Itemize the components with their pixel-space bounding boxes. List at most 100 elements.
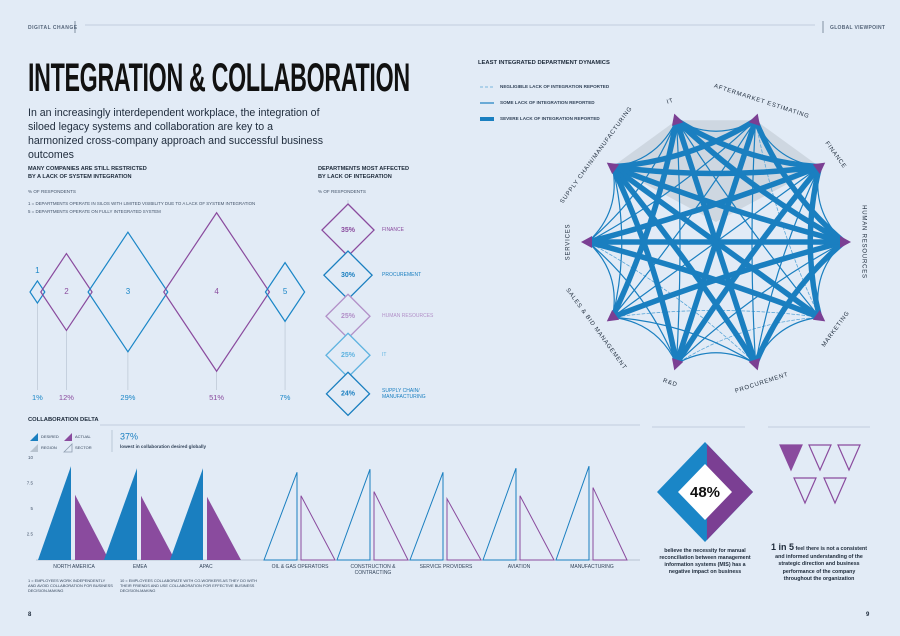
actual-triangle (75, 494, 109, 560)
link (754, 166, 821, 365)
desired-triangle (104, 468, 137, 560)
node-marker (748, 358, 761, 371)
node-label: PROCUREMENT (734, 372, 789, 395)
desired-triangle (409, 472, 444, 561)
page-title: INTEGRATION & COLLABORATION (28, 56, 410, 100)
legend-swatch (63, 443, 73, 453)
link (585, 239, 823, 320)
header-left: DIGITAL CHANGE (28, 25, 78, 31)
x-tick-label: OIL & GAS OPERATORS (271, 564, 329, 570)
note: 1 = DEPARTMENTS OPERATE IN SILOS WITH LI… (28, 201, 256, 206)
legend-label: DESIRED (41, 434, 59, 439)
actual-triangle (141, 495, 175, 560)
node-marker (671, 358, 684, 371)
x-tick-label: NORTH AMERICA (53, 564, 95, 570)
y-tick-label: 2.5 (27, 532, 34, 537)
legend-label: SOME LACK OF INTEGRATION REPORTED (500, 100, 595, 105)
value-label: 12% (59, 393, 74, 402)
stat-diamond-inner (678, 464, 732, 520)
level-label: 1 (35, 266, 40, 275)
actual-triangle (207, 496, 241, 560)
level-label: 4 (214, 287, 219, 296)
section-title: COLLABORATION DELTA (28, 417, 99, 423)
legend-label: SECTOR (75, 445, 92, 450)
link (609, 164, 823, 320)
desired-triangle (263, 472, 298, 561)
desired-triangle (336, 469, 371, 561)
node-marker (812, 310, 826, 322)
diamond (163, 211, 271, 373)
link (587, 241, 678, 365)
desired-triangle (170, 468, 203, 560)
link (612, 310, 820, 318)
link (609, 164, 847, 245)
stat-text: believe the necessity for manual reconci… (659, 548, 751, 575)
department-label: IT (382, 352, 387, 359)
icon (823, 477, 847, 505)
link (587, 119, 757, 243)
node-label: IT (666, 98, 674, 106)
actual-triangle (519, 495, 555, 561)
node-marker (748, 113, 761, 126)
value-label: 24% (341, 391, 356, 398)
link (609, 117, 759, 170)
x-tick-label: CONSTRUCTION & CONTRACTING (350, 564, 396, 576)
desired-triangle (482, 468, 517, 561)
link (673, 117, 847, 245)
unit-label: % OF RESPONDENTS (28, 189, 76, 194)
section-title: BY A LACK OF SYSTEM INTEGRATION (28, 174, 132, 180)
actual-triangle (373, 491, 409, 561)
actual-triangle (592, 487, 628, 561)
node-label: HUMAN RESOURCES (860, 205, 866, 279)
link (675, 241, 845, 365)
icon-filled (779, 444, 803, 472)
section-title: BY LACK OF INTEGRATION (318, 174, 392, 180)
value-label: 25% (341, 313, 356, 320)
node-marker (581, 236, 592, 248)
icon (808, 444, 832, 472)
department-label: HUMAN RESOURCES (382, 313, 434, 320)
note: 1 = EMPLOYEES WORK INDEPENDENTLY AND AVO… (28, 578, 113, 593)
department-label: SUPPLY CHAIN/ MANUFACTURING (382, 387, 426, 400)
x-tick-label: EMEA (132, 564, 148, 570)
diamond (40, 252, 93, 332)
link (609, 239, 847, 320)
ratio-label: 1 in 5 (770, 542, 794, 552)
link (609, 164, 759, 367)
node-label: SERVICES (566, 224, 572, 261)
y-tick-label: 7.5 (27, 481, 34, 486)
department-label: FINANCE (382, 227, 404, 234)
x-tick-label: SERVICE PROVIDERS (419, 564, 473, 570)
note: 5 = DEPARTMENTS OPERATE ON FULLY INTEGRA… (28, 209, 161, 214)
node-marker (812, 162, 826, 174)
diamond (264, 261, 306, 323)
desired-triangle (38, 466, 71, 560)
value-label: 30% (341, 272, 356, 279)
level-label: 5 (283, 287, 288, 296)
ratio-icons (779, 444, 861, 505)
legend-swatch (64, 433, 72, 441)
ratio-text: 1 in 5 feel there is not a consistent an… (768, 542, 870, 584)
intro: In an increasingly interdependent workpl… (28, 107, 324, 161)
actual-triangle (446, 496, 482, 561)
value-label: 25% (341, 352, 356, 359)
value-label: 35% (341, 227, 356, 234)
value-label: 51% (209, 393, 224, 402)
value-label: 1% (32, 393, 43, 402)
link (587, 241, 756, 365)
link (752, 117, 847, 245)
level-label: 3 (126, 287, 131, 296)
node-marker (606, 310, 620, 322)
unit-label: % OF RESPONDENTS (318, 189, 366, 194)
y-tick-label: 5 (30, 506, 33, 511)
stat-value: 48% (690, 484, 720, 501)
page-number: 8 (28, 612, 32, 618)
actual-triangle (300, 495, 336, 561)
section-title: LEAST INTEGRATED DEPARTMENT DYNAMICS (478, 60, 610, 66)
y-tick-label: 10 (28, 455, 34, 460)
link (755, 119, 820, 318)
header-right: GLOBAL VIEWPOINT (830, 25, 886, 31)
diamond (29, 279, 46, 305)
